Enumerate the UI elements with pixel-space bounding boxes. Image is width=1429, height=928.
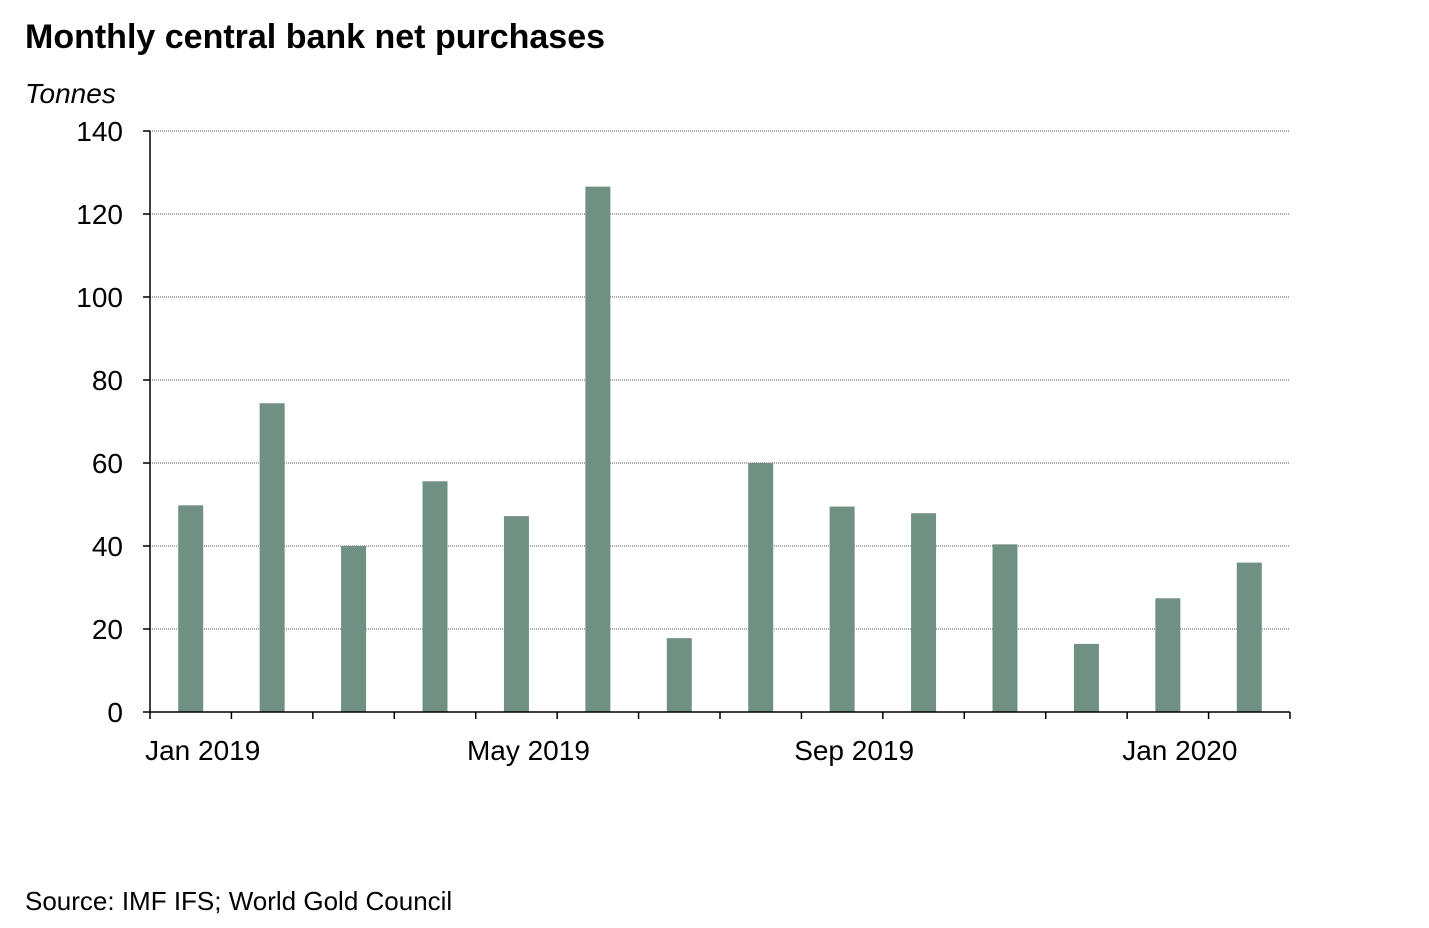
source-note: Source: IMF IFS; World Gold Council — [25, 886, 453, 916]
y-tick-label: 120 — [76, 199, 123, 230]
y-tick-label: 0 — [107, 697, 123, 728]
bar-may-2019 — [503, 516, 529, 712]
y-tick-label: 140 — [76, 116, 123, 147]
y-axis-label: Tonnes — [25, 78, 116, 109]
bar-mar-2019 — [341, 546, 367, 712]
bar-feb-2019 — [259, 403, 285, 712]
axes — [143, 130, 1291, 719]
y-tick-label: 100 — [76, 282, 123, 313]
x-tick-label: May 2019 — [467, 735, 590, 766]
y-tick-label: 40 — [92, 531, 123, 562]
x-tick-label: Jan 2019 — [145, 735, 260, 766]
x-tick-label: Sep 2019 — [794, 735, 914, 766]
bar-jan-2020 — [1155, 598, 1181, 712]
bars — [178, 186, 1262, 713]
bar-sep-2019 — [829, 506, 855, 712]
y-tick-label: 60 — [92, 448, 123, 479]
bar-aug-2019 — [748, 463, 774, 712]
y-tick-label: 80 — [92, 365, 123, 396]
bar-nov-2019 — [992, 544, 1018, 712]
y-tick-labels: 0 20 40 60 80 100 120 140 — [76, 116, 123, 728]
bar-oct-2019 — [911, 513, 937, 712]
bar-dec-2019 — [1073, 643, 1099, 712]
bar-apr-2019 — [422, 481, 448, 712]
bar-jul-2019 — [666, 638, 692, 712]
bar-feb-2020 — [1236, 562, 1262, 712]
chart-title: Monthly central bank net purchases — [25, 18, 606, 56]
gridlines — [150, 130, 1290, 630]
bar-jan-2019 — [178, 505, 204, 712]
x-tick-label: Jan 2020 — [1122, 735, 1237, 766]
y-tick-label: 20 — [92, 614, 123, 645]
x-tick-labels: Jan 2019 May 2019 Sep 2019 Jan 2020 — [145, 735, 1237, 766]
bar-jun-2019 — [585, 186, 611, 713]
